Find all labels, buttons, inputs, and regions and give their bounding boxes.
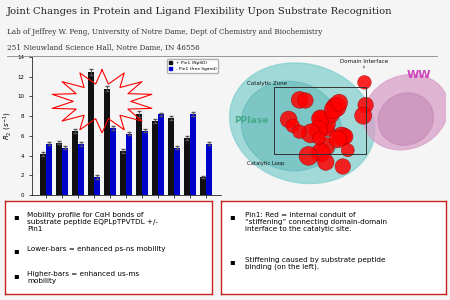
Text: Lower-bars = enhanced ps-ns mobility: Lower-bars = enhanced ps-ns mobility — [27, 246, 166, 252]
Point — [362, 103, 369, 107]
Point — [317, 116, 324, 121]
Bar — [136, 114, 142, 195]
Text: Mobility profile for CαH bonds of
substrate peptide EQPLpTPVTDL +/-
Pin1: Mobility profile for CαH bonds of substr… — [27, 212, 158, 232]
Text: ▪: ▪ — [230, 257, 235, 266]
Point — [334, 137, 342, 142]
Legend: + Pin1 (NpSD), - Pin1 (free ligand): + Pin1 (NpSD), - Pin1 (free ligand) — [167, 59, 218, 73]
Point — [338, 134, 346, 139]
Point — [339, 164, 346, 169]
Point — [322, 160, 329, 165]
Text: Stiffening caused by substrate peptide
binding (on the left).: Stiffening caused by substrate peptide b… — [245, 257, 386, 270]
Bar — [40, 154, 46, 195]
Bar — [126, 134, 132, 195]
Text: Catalytic Loop: Catalytic Loop — [247, 160, 284, 166]
Text: ▪: ▪ — [230, 212, 235, 221]
Text: PPIase: PPIase — [234, 116, 268, 125]
Bar — [94, 177, 100, 195]
Point — [285, 117, 292, 122]
Bar — [88, 72, 94, 195]
Bar — [190, 114, 196, 195]
Point — [296, 98, 303, 102]
Point — [315, 128, 322, 132]
Bar — [142, 131, 148, 195]
Bar — [152, 121, 158, 195]
Point — [329, 114, 336, 118]
Point — [302, 98, 309, 103]
Bar — [168, 118, 174, 195]
Point — [322, 121, 329, 126]
Ellipse shape — [378, 93, 433, 145]
Ellipse shape — [230, 63, 375, 184]
Point — [317, 116, 324, 121]
Bar — [120, 151, 126, 195]
Bar — [158, 114, 164, 195]
Point — [289, 123, 297, 128]
Point — [360, 113, 367, 118]
Point — [322, 144, 329, 149]
Text: 251 Nieuwland Science Hall, Notre Dame, IN 46556: 251 Nieuwland Science Hall, Notre Dame, … — [7, 44, 199, 52]
Text: ▪: ▪ — [13, 246, 18, 255]
Bar — [206, 144, 212, 195]
Text: Joint Changes in Protein and Ligand Flexibility Upon Substrate Recognition: Joint Changes in Protein and Ligand Flex… — [7, 8, 392, 16]
Point — [317, 150, 324, 155]
Text: Lab of Jeffrey W. Peng, University of Notre Dame, Dept of Chemistry and Biochemi: Lab of Jeffrey W. Peng, University of No… — [7, 28, 322, 37]
Point — [324, 127, 331, 132]
Point — [361, 80, 368, 85]
Text: Pin1: Red = internal conduit of
“stiffening” connecting domain-domain
interface : Pin1: Red = internal conduit of “stiffen… — [245, 212, 387, 232]
Text: ▪: ▪ — [13, 212, 18, 221]
Ellipse shape — [363, 75, 448, 150]
Point — [315, 136, 323, 141]
Bar — [184, 138, 190, 195]
Bar — [200, 177, 206, 195]
Point — [296, 129, 303, 134]
Text: Higher-bars = enhanced us-ms
mobility: Higher-bars = enhanced us-ms mobility — [27, 271, 140, 284]
Bar — [174, 148, 180, 195]
Y-axis label: $R_2$ $(s^{-1})$: $R_2$ $(s^{-1})$ — [2, 112, 14, 140]
Bar — [56, 143, 62, 195]
Bar — [46, 144, 52, 195]
Point — [330, 107, 337, 112]
Point — [342, 134, 349, 139]
Text: Domain Interface: Domain Interface — [340, 58, 388, 64]
Text: ▪: ▪ — [13, 271, 18, 280]
Bar — [110, 128, 116, 195]
Point — [333, 104, 340, 109]
Point — [307, 131, 315, 136]
Text: Catalytic Zone: Catalytic Zone — [247, 81, 287, 85]
Point — [344, 148, 351, 153]
Bar — [62, 148, 68, 195]
Text: WW: WW — [407, 70, 431, 80]
Point — [336, 100, 343, 105]
Bar — [104, 88, 110, 195]
Ellipse shape — [241, 81, 341, 171]
Bar — [78, 144, 84, 195]
Bar — [72, 131, 78, 195]
Point — [305, 154, 312, 158]
